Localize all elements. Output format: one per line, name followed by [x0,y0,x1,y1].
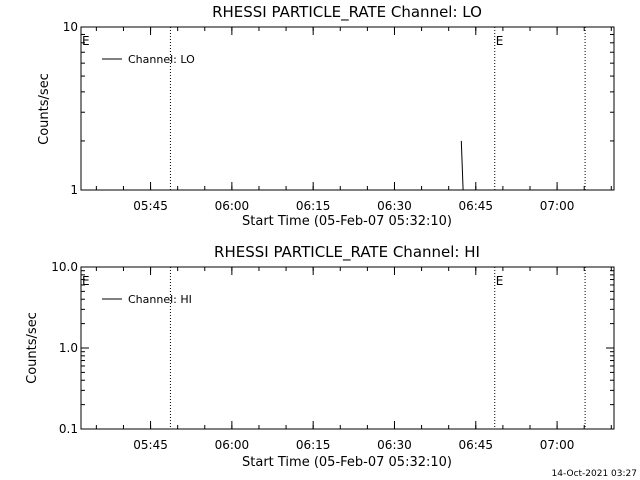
y-axis-label: Counts/sec [25,312,40,384]
y-tick-label: 1 [70,183,78,197]
x-tick-label: 07:00 [540,438,575,452]
y-tick-label: 10 [63,20,78,34]
chart-title: RHESSI PARTICLE_RATE Channel: LO [212,3,482,22]
x-axis-label: Start Time (05-Feb-07 05:32:10) [242,214,452,229]
x-axis-label: Start Time (05-Feb-07 05:32:10) [242,455,452,470]
plot-frame [80,266,615,430]
event-marker: E [82,274,90,288]
chart-panel-hi: RHESSI PARTICLE_RATE Channel: HI Counts/… [25,243,615,470]
y-axis-label: Counts/sec [37,73,52,145]
x-tick-label: 06:15 [296,438,331,452]
legend: Channel: HI [102,293,192,306]
x-tick-label: 06:15 [296,199,331,213]
legend-entry: Channel: HI [128,293,192,306]
ticks: 05:45 06:00 06:15 06:30 06:45 07:00 1 10 [63,20,614,213]
y-tick-label: 10.0 [51,260,78,274]
x-tick-label: 05:45 [133,199,168,213]
x-tick-label: 06:45 [458,438,493,452]
y-tick-label: 1.0 [59,341,78,355]
footer-timestamp: 14-Oct-2021 03:27 [552,469,637,479]
x-tick-label: 06:45 [458,199,493,213]
legend-entry: Channel: LO [128,53,195,66]
chart-title: RHESSI PARTICLE_RATE Channel: HI [214,243,480,262]
plot-frame [80,26,615,191]
x-tick-label: 06:30 [377,199,412,213]
data-marks [460,140,464,191]
x-tick-label: 06:30 [377,438,412,452]
x-tick-label: 06:00 [215,199,250,213]
x-tick-label: 06:00 [215,438,250,452]
ticks: 05:45 06:00 06:15 06:30 06:45 07:00 0.1 1.0 10.0 [51,260,614,452]
event-marker: E [82,34,90,48]
series-line [460,140,464,191]
event-marker: E [496,34,504,48]
legend: Channel: LO [102,53,195,66]
chart-panel-lo: RHESSI PARTICLE_RATE Channel: LO Counts/… [37,3,615,229]
x-tick-label: 05:45 [133,438,168,452]
x-tick-label: 07:00 [540,199,575,213]
event-marker: E [496,274,504,288]
y-tick-label: 0.1 [59,422,78,436]
